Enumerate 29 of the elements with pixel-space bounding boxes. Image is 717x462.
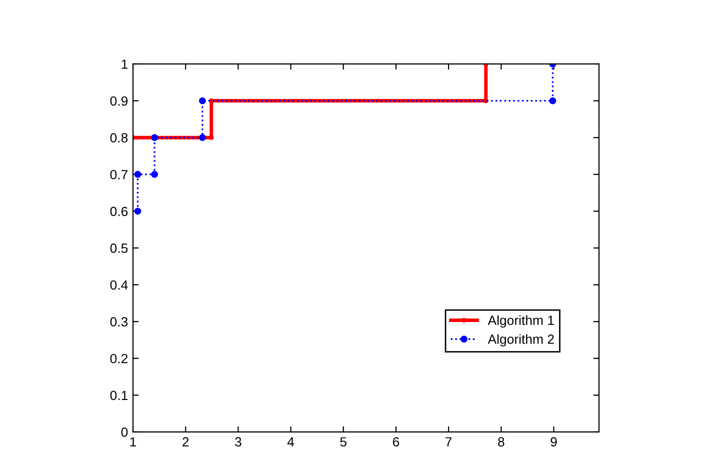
point [134,208,142,215]
legend-label: Algorithm 2 [488,334,554,346]
x-tick-label: 6 [392,437,400,447]
y-tick-label: 0.6 [110,206,128,216]
y-tick-label: 0.2 [110,354,128,364]
legend-label: Algorithm 1 [488,315,554,328]
y-tick-label: 0.7 [110,170,128,180]
point [198,97,206,104]
y-tick-label: 0.8 [110,133,128,142]
point [151,134,158,142]
y-tick-label: 0.4 [110,280,128,290]
y-tick-label: 0.1 [110,390,128,400]
point [134,170,142,178]
x-tick-label: 2 [182,437,189,446]
x-tick-label: 9 [550,437,557,447]
x-tick-label: 4 [287,437,294,446]
y-tick-label: 0.5 [110,244,128,253]
x-tick-label: 1 [130,437,136,446]
y-tick-label: 1 [122,60,128,69]
x-tick-label: 5 [340,437,346,447]
point [151,170,158,178]
point [549,97,556,104]
y-tick-label: 0 [121,428,128,437]
y-tick-label: 0.3 [110,317,128,326]
x-tick-label: 3 [235,437,242,447]
y-tick-label: 0.9 [110,96,128,106]
x-tick-label: 7 [446,437,452,446]
x-tick-label: 8 [498,437,504,447]
point [198,134,206,142]
